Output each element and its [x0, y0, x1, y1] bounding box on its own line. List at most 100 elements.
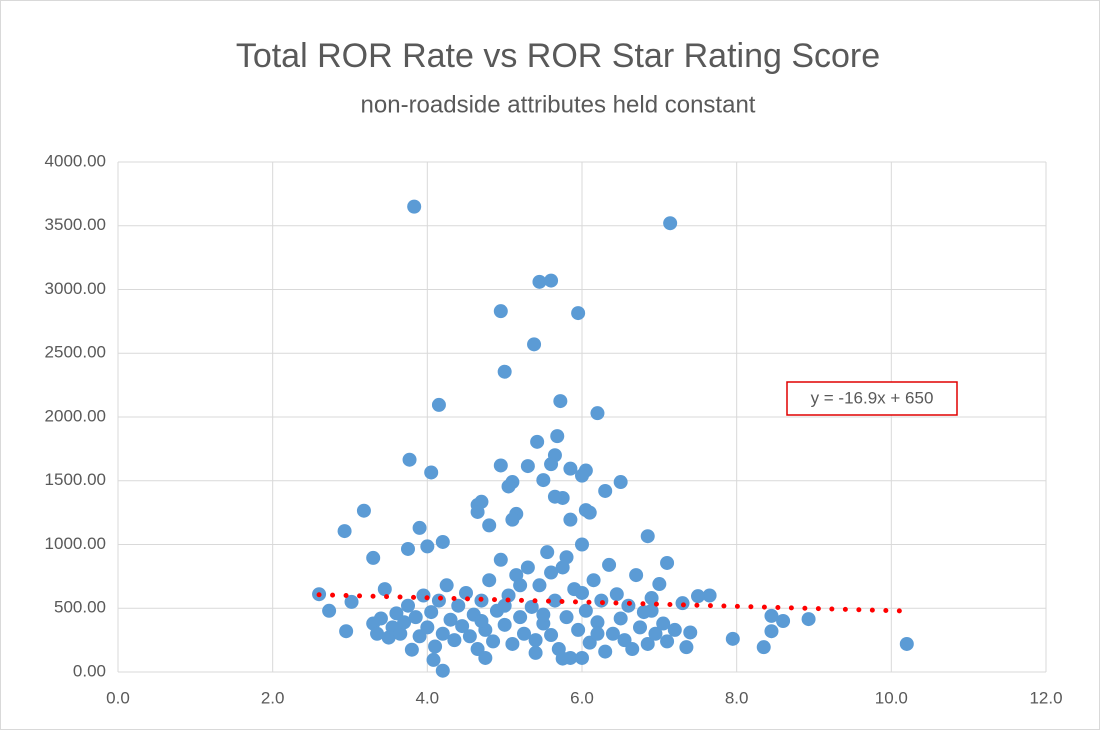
point [609, 587, 624, 602]
point [652, 577, 667, 592]
x-tick-label: 0.0 [106, 688, 130, 707]
point [344, 594, 359, 609]
point [486, 634, 501, 649]
point [550, 429, 565, 444]
point [667, 622, 682, 637]
point [462, 629, 477, 644]
point [443, 612, 458, 627]
point [544, 565, 559, 580]
point [401, 541, 415, 556]
point [602, 557, 617, 572]
point [435, 534, 450, 549]
point [431, 397, 446, 412]
point [598, 644, 613, 659]
y-tick-label: 4000.00 [45, 151, 106, 170]
point [679, 640, 694, 655]
point [517, 626, 531, 641]
point [420, 539, 435, 554]
point [513, 610, 528, 625]
point [404, 642, 419, 657]
point [407, 199, 422, 214]
point [408, 610, 423, 625]
point [582, 505, 597, 520]
point [493, 552, 508, 567]
point [764, 624, 779, 639]
point [598, 483, 613, 498]
point [756, 640, 771, 655]
point [478, 650, 493, 665]
point [660, 555, 675, 570]
point [447, 633, 462, 648]
point [571, 622, 586, 637]
y-tick-label: 500.00 [54, 598, 106, 617]
point [590, 406, 605, 421]
chart-title: Total ROR Rate vs ROR Star Rating Score [236, 37, 880, 75]
point [482, 573, 497, 588]
point [536, 473, 551, 488]
point [373, 611, 388, 626]
point [424, 465, 439, 480]
point [613, 475, 628, 490]
trendline-label: y = -16.9x + 650 [811, 388, 934, 407]
point [590, 626, 605, 641]
point [764, 608, 779, 623]
point [640, 529, 655, 544]
y-tick-label: 1000.00 [45, 534, 106, 553]
point [356, 503, 371, 518]
point [801, 612, 816, 627]
point [377, 582, 392, 597]
point [470, 504, 485, 519]
x-tick-label: 4.0 [416, 688, 440, 707]
point [636, 605, 651, 620]
point [544, 457, 559, 472]
point [397, 615, 412, 630]
point [497, 364, 512, 379]
point [370, 626, 385, 641]
point [322, 603, 337, 618]
x-tick-label: 12.0 [1029, 688, 1062, 707]
point [660, 634, 675, 649]
point [474, 614, 489, 628]
point [366, 550, 381, 565]
point [544, 628, 559, 643]
point [513, 578, 528, 593]
point [575, 537, 589, 552]
point [435, 626, 450, 641]
point [605, 626, 620, 641]
x-tick-label: 2.0 [261, 688, 285, 707]
chart-subtitle: non-roadside attributes held constant [361, 91, 756, 118]
point [528, 645, 543, 660]
point [527, 337, 542, 352]
x-tick-label: 6.0 [570, 688, 594, 707]
point [402, 452, 417, 467]
point [544, 273, 559, 288]
point [656, 616, 671, 631]
point [559, 610, 574, 625]
point [586, 573, 601, 588]
point [621, 598, 636, 613]
point [493, 458, 508, 473]
point [553, 394, 568, 409]
point [644, 591, 659, 606]
point [702, 588, 717, 603]
point [571, 306, 586, 321]
point [501, 479, 516, 494]
point [339, 624, 354, 639]
point [416, 588, 431, 603]
point [426, 652, 441, 667]
point [532, 274, 547, 289]
point [455, 619, 470, 634]
point [590, 615, 605, 630]
point [547, 489, 562, 504]
point [563, 461, 578, 476]
point [401, 598, 415, 613]
point [575, 585, 589, 600]
point [493, 304, 508, 319]
point [559, 550, 574, 565]
point [435, 663, 450, 678]
point [633, 620, 647, 635]
point [524, 599, 539, 614]
point [536, 607, 551, 622]
y-tick-label: 1500.00 [45, 470, 106, 489]
point [613, 611, 628, 626]
